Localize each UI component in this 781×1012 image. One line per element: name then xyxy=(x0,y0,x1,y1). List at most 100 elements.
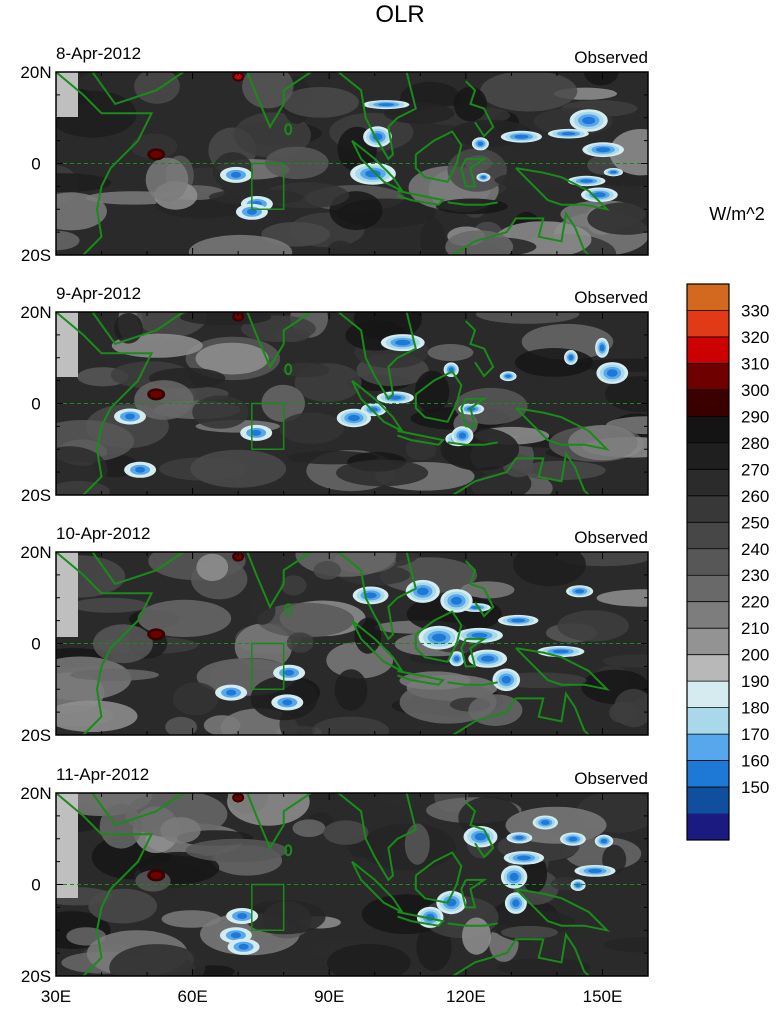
colorbar-swatch xyxy=(687,813,729,841)
colorbar-label: 250 xyxy=(741,513,769,532)
olr-contour-blob xyxy=(353,312,422,341)
australia-coast xyxy=(451,451,591,495)
colorbar-label: 150 xyxy=(741,778,769,797)
indochina-coast xyxy=(337,552,417,641)
olr-contour-blob xyxy=(99,804,143,849)
sri-lanka-coast xyxy=(284,123,293,136)
olr-contour-blob xyxy=(427,344,474,361)
indochina-coast xyxy=(337,72,417,161)
olr-contour-blob xyxy=(379,557,478,594)
africa-coast xyxy=(56,793,154,976)
olr-contour-blob xyxy=(265,146,329,180)
reference-box xyxy=(251,883,285,931)
missing-data-patch xyxy=(56,312,78,377)
olr-contour-blob xyxy=(185,838,288,863)
colorbar-label: 270 xyxy=(741,460,769,479)
colorbar-swatch xyxy=(687,734,729,761)
panel-source-label: Observed xyxy=(574,528,648,547)
sunda-islands-coast xyxy=(447,441,498,446)
olr-contour-blob xyxy=(445,230,514,255)
philippines-coast xyxy=(465,320,495,378)
colorbar-swatch xyxy=(687,654,729,682)
australia-coast xyxy=(451,211,591,255)
olr-contour-blob xyxy=(56,192,107,231)
olr-contour-blob xyxy=(292,819,326,837)
olr-high-blob xyxy=(234,73,242,80)
map-panel: 11-Apr-2012 Observed 20N 0 20S xyxy=(20,765,649,986)
olr-contour-blob xyxy=(196,553,229,582)
colorbar-swatch xyxy=(687,389,729,417)
india-coast xyxy=(245,552,314,610)
olr-low-blob xyxy=(395,339,411,346)
colorbar-label: 310 xyxy=(741,354,769,373)
y-tick-label: 20S xyxy=(21,486,51,505)
olr-contour-blob xyxy=(243,899,326,935)
olr-low-blob xyxy=(471,632,488,638)
olr-contour-blob xyxy=(233,112,311,158)
olr-contour-blob xyxy=(114,313,143,344)
philippines-coast xyxy=(465,80,495,138)
coastlines xyxy=(56,552,611,735)
map-panel: 9-Apr-2012 Observed 20N 0 20S xyxy=(20,284,649,505)
colorbar-label: 160 xyxy=(741,752,769,771)
olr-low-blob xyxy=(541,820,550,825)
panel-source-label: Observed xyxy=(574,769,648,788)
olr-contour-blob xyxy=(148,552,246,581)
olr-contour-blob xyxy=(56,480,110,495)
olr-low-blob xyxy=(552,649,569,654)
colorbar-swatch xyxy=(687,601,729,629)
olr-high-blob xyxy=(150,871,162,879)
arabia-coast xyxy=(91,72,185,106)
colorbar: 330 320 310 300 290 280 270 260 250 240 230 220 210 2… xyxy=(686,283,769,841)
olr-low-blob xyxy=(454,656,460,662)
sunda-islands-coast xyxy=(447,201,498,206)
olr-low-blob xyxy=(561,132,576,136)
olr-low-blob xyxy=(246,208,257,215)
sunda-islands-coast xyxy=(447,681,498,686)
olr-contour-blob xyxy=(501,925,558,939)
olr-contour-blob xyxy=(130,133,178,159)
colorbar-swatch xyxy=(687,548,729,576)
olr-low-blob xyxy=(599,344,605,352)
olr-low-blob xyxy=(515,835,524,840)
colorbar-label: 290 xyxy=(741,407,769,426)
olr-low-blob xyxy=(588,868,602,873)
y-tick-label: 20N xyxy=(20,543,51,562)
new-guinea-coast xyxy=(515,888,611,932)
y-tick-label: 20N xyxy=(20,63,51,82)
olr-low-blob xyxy=(593,192,606,198)
olr-low-blob xyxy=(135,466,146,473)
y-tick-label: 20N xyxy=(20,303,51,322)
olr-contour-blob xyxy=(613,688,648,728)
olr-contour-blob xyxy=(160,817,201,844)
olr-contour-blob xyxy=(295,552,397,577)
olr-low-blob xyxy=(238,943,249,950)
olr-contour-blob xyxy=(325,240,356,255)
olr-low-blob xyxy=(432,633,447,642)
olr-contour-blob xyxy=(462,917,491,955)
colorbar-label: 230 xyxy=(741,566,769,585)
olr-low-blob xyxy=(451,596,462,605)
olr-low-blob xyxy=(481,655,495,662)
colorbar-label: 260 xyxy=(741,487,769,506)
x-tick-label: 30E xyxy=(41,987,71,1006)
olr-contour-blob xyxy=(279,412,344,445)
colorbar-swatch xyxy=(687,310,729,338)
colorbar-swatch xyxy=(687,363,729,391)
units-label: W/m^2 xyxy=(709,204,764,224)
australia-coast xyxy=(451,932,591,976)
olr-low-blob xyxy=(417,587,429,596)
olr-low-blob xyxy=(514,134,529,139)
colorbar-label: 170 xyxy=(741,725,769,744)
panel-source-label: Observed xyxy=(574,288,648,307)
olr-contour-blob xyxy=(134,380,194,420)
new-guinea-coast xyxy=(515,167,611,211)
coastlines xyxy=(56,312,611,495)
map-panel: 8-Apr-2012 Observed 20N 0 20S xyxy=(20,44,649,265)
missing-data-patch xyxy=(56,793,78,898)
olr-contour-blob xyxy=(282,362,330,378)
olr-contour-blob xyxy=(377,793,434,808)
olr-low-blob xyxy=(568,836,578,842)
coastlines xyxy=(56,72,611,255)
